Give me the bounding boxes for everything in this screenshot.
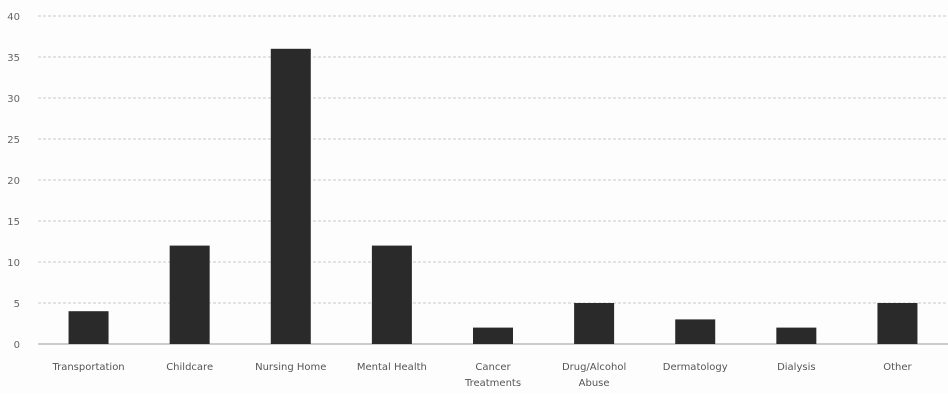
y-tick-label: 30 [7, 94, 20, 105]
bar [270, 48, 311, 345]
x-tick-label: Other [883, 362, 912, 373]
x-tick-label: Cancer Treatments [464, 362, 521, 389]
x-tick-label: Mental Health [357, 362, 427, 373]
bar [574, 303, 615, 344]
x-tick-label: Drug/Alcohol Abuse [562, 362, 626, 389]
x-tick-label: Childcare [166, 362, 213, 373]
y-axis-ticks: 0 5 10 15 20 25 30 35 40 [7, 12, 20, 351]
bars [68, 48, 918, 345]
bar [371, 245, 412, 344]
y-tick-label: 25 [7, 135, 20, 146]
x-tick-label: Nursing Home [255, 362, 326, 373]
bar [169, 245, 210, 344]
y-tick-label: 5 [14, 299, 20, 310]
x-tick-label: Dermatology [663, 362, 728, 373]
bar [675, 319, 716, 344]
y-tick-label: 15 [7, 217, 20, 228]
y-tick-label: 20 [7, 176, 20, 187]
x-tick-label: Dialysis [777, 362, 816, 373]
y-tick-label: 0 [14, 340, 20, 351]
bar [68, 311, 109, 344]
bar [473, 327, 513, 344]
y-tick-label: 40 [7, 12, 20, 23]
bar [877, 303, 918, 344]
bar [776, 327, 817, 344]
y-tick-label: 35 [7, 53, 20, 64]
x-axis-labels: Transportation Childcare Nursing Home Menta… [51, 362, 912, 389]
x-tick-label: Transportation [51, 362, 124, 373]
y-tick-label: 10 [7, 258, 20, 269]
